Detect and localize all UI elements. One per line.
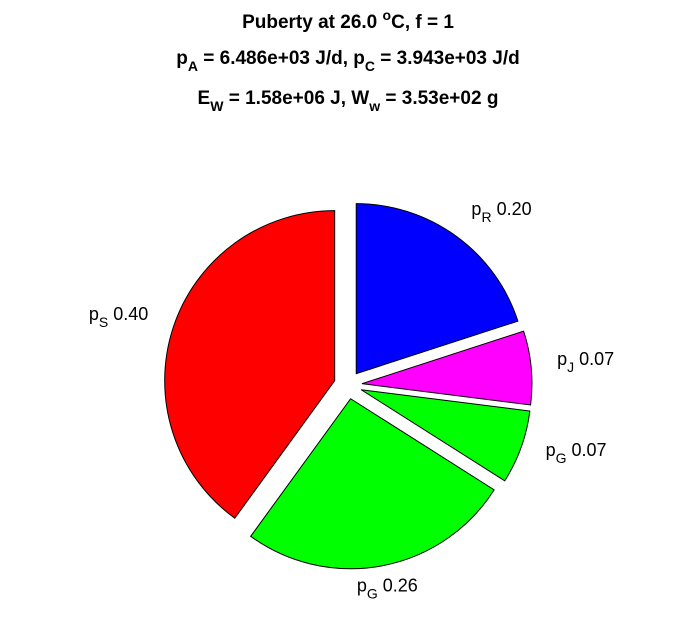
title-text: = 3.943e+03 J/d (375, 48, 520, 69)
slice-label: pG 0.26 (357, 575, 418, 601)
title-text: Puberty at 26.0 (242, 12, 382, 33)
title-superscript: o (383, 7, 392, 23)
title-text: = 3.53e+02 g (380, 88, 498, 109)
title-text: p (176, 48, 188, 69)
chart-title: pA = 6.486e+03 J/d, pC = 3.943e+03 J/d (176, 48, 519, 74)
label-name: p (471, 199, 481, 219)
pie-slice (361, 330, 533, 406)
label-subscript: S (99, 314, 108, 330)
label-name: p (557, 349, 567, 369)
slice-label: pG 0.07 (546, 440, 607, 466)
label-value: 0.07 (572, 440, 607, 460)
label-value: 0.20 (497, 199, 532, 219)
label-name: p (89, 304, 99, 324)
title-subscript: A (188, 58, 198, 74)
pie-slice (355, 203, 519, 375)
label-subscript: J (567, 359, 574, 375)
chart-title: EW = 1.58e+06 J, Ww = 3.53e+02 g (198, 88, 499, 114)
title-text: E (198, 88, 211, 109)
slice-label: pJ 0.07 (557, 349, 614, 375)
label-name: p (357, 575, 367, 595)
title-text: = 6.486e+03 J/d, p (198, 48, 365, 69)
label-subscript: G (556, 450, 567, 466)
label-value: 0.26 (383, 575, 418, 595)
label-value: 0.07 (579, 349, 614, 369)
label-subscript: G (367, 585, 378, 601)
title-subscript: W (210, 98, 224, 114)
pie-slice (164, 210, 336, 519)
label-name: p (546, 440, 556, 460)
title-subscript: w (368, 98, 380, 114)
slice-label: pR 0.20 (471, 199, 531, 225)
pie-slice (360, 389, 531, 482)
title-subscript: C (365, 58, 375, 74)
label-subscript: R (481, 209, 491, 225)
chart-title: Puberty at 26.0 oC, f = 1 (242, 7, 454, 33)
title-text: = 1.58e+06 J, W (223, 88, 369, 109)
pie-slice (250, 398, 495, 570)
label-value: 0.40 (113, 304, 148, 324)
title-text: C, f = 1 (391, 12, 454, 33)
slice-label: pS 0.40 (89, 304, 148, 330)
